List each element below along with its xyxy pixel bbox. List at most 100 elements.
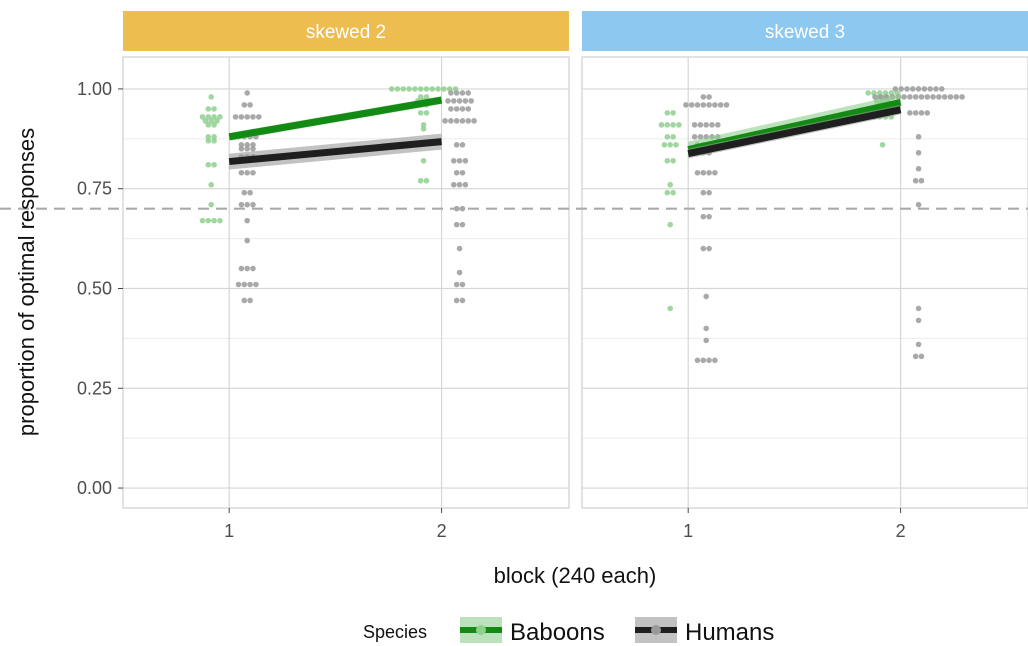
panel-border [581,56,1028,509]
data-point-humans [924,94,931,100]
fit-line-humans [228,138,442,166]
data-point-humans [703,122,709,128]
data-point-humans [442,118,448,124]
legend-title: Species [363,622,427,642]
data-point-humans [683,102,689,108]
data-point-humans [250,145,256,152]
data-point-baboons [670,189,676,196]
data-point-humans [918,177,925,184]
x-axis-title: block (240 each) [494,563,657,588]
data-point-humans [468,98,474,104]
data-point-baboons [441,86,447,92]
data-point-humans [706,245,712,252]
data-point-humans [898,86,904,92]
data-point-humans [924,110,931,116]
data-point-humans [918,110,925,116]
data-point-humans [921,86,928,92]
data-point-humans [241,189,248,196]
data-point-baboons [658,122,665,128]
data-point-humans [907,94,913,100]
data-point-baboons [388,86,395,92]
data-point-humans [694,102,701,108]
data-point-humans [450,98,457,104]
data-point-baboons [208,94,214,100]
data-point-baboons [661,142,668,148]
data-point-humans [459,221,466,228]
panel-2: skewed 3 1 2 [581,11,1028,541]
data-point-humans [459,205,466,212]
data-point-humans [456,269,463,276]
data-point-humans [959,94,965,100]
data-point-humans [918,353,925,360]
legend-key-point [651,625,661,635]
data-point-humans [912,94,919,100]
data-point-humans [250,265,256,272]
data-point-humans [255,114,262,120]
data-point-humans [688,102,695,108]
data-point-humans [456,181,463,188]
data-point-humans [241,281,248,288]
data-point-humans [700,245,707,252]
data-point-humans [445,98,451,104]
data-point-baboons [670,134,676,140]
data-point-humans [909,86,916,92]
data-point-baboons [211,114,217,120]
data-point-humans [723,102,730,108]
data-point-humans [247,102,253,108]
data-point-humans [941,94,948,100]
data-point-humans [703,293,709,300]
data-point-baboons [670,157,676,164]
data-point-humans [878,94,884,100]
panel-1: skewed 2 1 2 [122,11,570,541]
data-point-humans [915,201,922,208]
facet-strip-label: skewed 2 [306,22,386,43]
data-point-baboons [406,86,412,92]
data-point-baboons [676,122,682,128]
data-point-humans [459,90,466,96]
data-point-baboons [208,118,214,124]
data-point-humans [448,90,454,96]
data-point-humans [244,217,250,224]
data-point-humans [918,94,925,100]
data-point-humans [691,122,698,128]
data-point-humans [872,94,878,100]
data-point-humans [700,102,707,108]
data-point-humans [250,142,256,148]
data-point-humans [450,181,457,188]
legend: Species Baboons Humans [363,617,774,646]
data-point-humans [456,245,463,252]
data-point-baboons [202,118,209,124]
data-point-humans [238,169,245,176]
data-point-humans [453,142,460,148]
data-point-baboons [664,122,671,128]
data-point-humans [244,90,250,96]
data-point-humans [253,281,259,288]
data-point-humans [241,297,248,304]
data-point-baboons [205,106,212,112]
data-point-baboons [435,86,441,92]
data-point-humans [947,94,954,100]
data-point-humans [247,297,253,304]
data-point-humans [250,201,256,208]
legend-key-point [476,625,486,635]
data-point-humans [453,221,460,228]
data-point-humans [459,281,466,288]
data-point-humans [697,122,704,128]
data-point-humans [453,118,460,124]
data-point-humans [244,237,250,244]
x-tick-label: 2 [437,521,447,541]
data-point-humans [912,353,919,360]
data-point-humans [453,106,460,112]
data-point-baboons [420,126,427,132]
data-point-humans [912,110,919,116]
data-point-humans [456,98,463,104]
data-point-humans [706,102,712,108]
data-point-humans [700,189,707,196]
data-point-humans [706,213,712,220]
data-point-baboons [423,177,430,184]
data-point-baboons [423,110,430,116]
data-point-humans [448,106,454,112]
data-point-baboons [865,90,871,96]
data-point-humans [244,145,250,152]
data-point-baboons [211,217,217,224]
